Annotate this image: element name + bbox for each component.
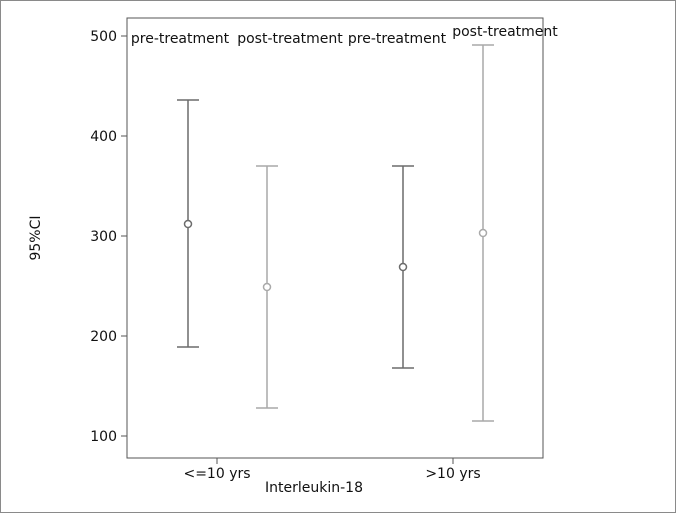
group-label: post-treatment [452, 24, 558, 40]
mean-point [478, 228, 488, 238]
y-tick-label: 200 [90, 329, 117, 345]
x-tick-label: >10 yrs [425, 466, 480, 482]
y-tick-label: 400 [90, 129, 117, 145]
error-bar [392, 165, 414, 369]
group-label: pre-treatment [348, 31, 447, 47]
mean-point [183, 219, 193, 229]
error-bar [177, 99, 199, 348]
group-label: post-treatment [237, 31, 343, 47]
y-axis: 100 200 300 400 500 [90, 29, 127, 445]
x-tick-label: <=10 yrs [183, 466, 250, 482]
mean-point [262, 282, 272, 292]
plot-area [126, 17, 544, 459]
y-axis-label: 95%CI [28, 215, 44, 260]
error-bars [177, 44, 494, 422]
error-bar [472, 44, 494, 422]
group-labels: pre-treatment post-treatment pre-treatment… [131, 24, 558, 47]
error-bar [256, 165, 278, 409]
y-tick-label: 100 [90, 429, 117, 445]
y-tick-label: 300 [90, 229, 117, 245]
x-axis-label: Interleukin-18 [265, 480, 363, 496]
x-axis: <=10 yrs >10 yrs [183, 458, 481, 482]
group-label: pre-treatment [131, 31, 230, 47]
y-tick-label: 500 [90, 29, 117, 45]
mean-point [398, 262, 408, 272]
